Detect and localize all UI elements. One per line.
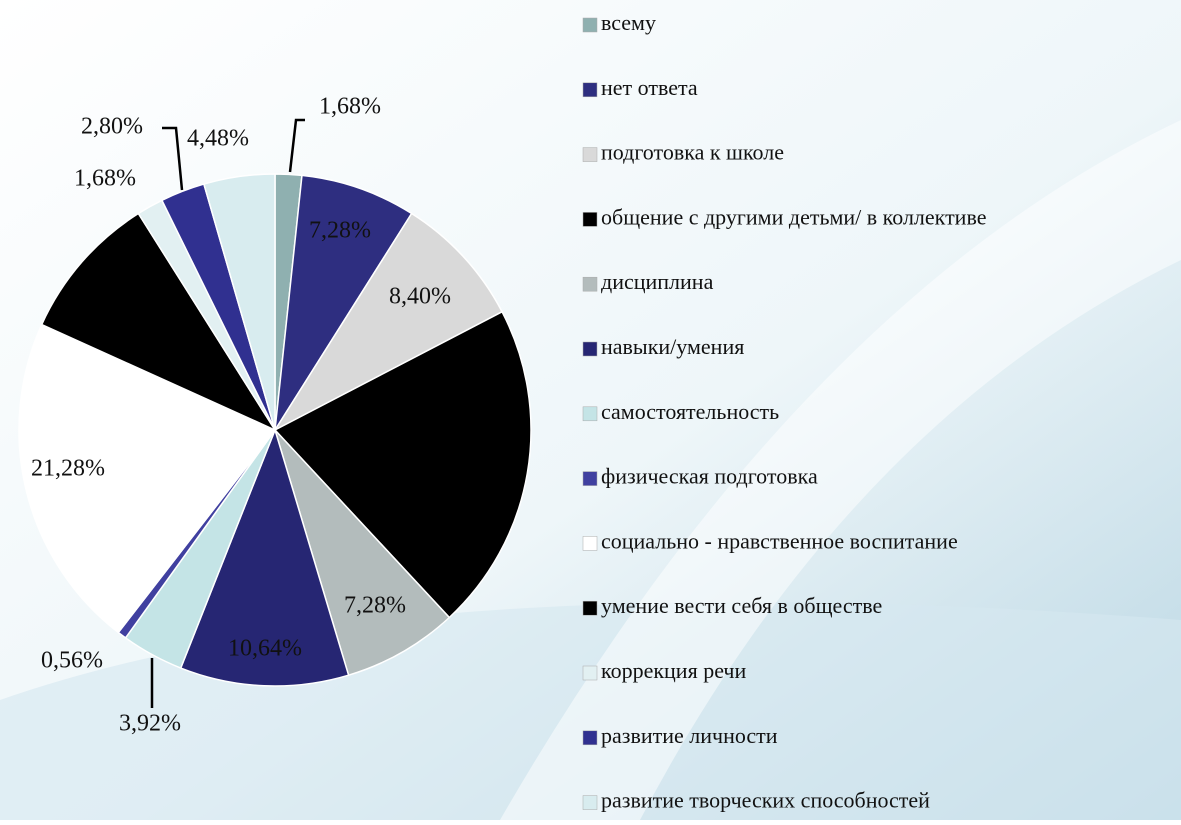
legend-swatch <box>582 82 598 98</box>
pie-slice <box>40 212 277 432</box>
pie-slice <box>272 212 504 432</box>
pie-slice <box>179 427 350 687</box>
legend-label: развитие личности <box>601 723 778 748</box>
legend-swatch <box>582 17 598 33</box>
legend-swatch <box>582 665 598 681</box>
legend-swatch <box>582 147 598 162</box>
legend-label: физическая подготовка <box>601 464 818 489</box>
background-swoosh <box>500 120 1181 820</box>
legend-label: подготовка к школе <box>601 140 784 165</box>
pie-slice <box>273 310 532 619</box>
legend-swatch <box>582 212 598 227</box>
data-label: 0,56% <box>41 648 103 674</box>
legend-swatch <box>582 341 598 357</box>
data-label: 3,92% <box>119 711 181 737</box>
data-label: 1,68% <box>74 166 136 192</box>
legend-swatch <box>582 795 598 810</box>
legend-swatch <box>582 600 598 616</box>
legend-label: дисциплина <box>601 269 714 294</box>
data-label: 4,48% <box>187 126 249 152</box>
data-label: 21,28% <box>31 456 105 482</box>
legend-swatch <box>582 276 598 292</box>
legend-label: навыки/умения <box>601 334 744 359</box>
legend-label: коррекция речи <box>601 658 746 683</box>
data-label: 1,68% <box>319 94 381 120</box>
pie-slice <box>274 174 413 431</box>
data-label: 7,28% <box>344 593 406 619</box>
leader-line <box>162 126 184 191</box>
legend-swatch <box>582 536 598 551</box>
legend-label: нет ответа <box>601 75 698 100</box>
legend-swatch <box>582 406 598 422</box>
legend-swatch <box>582 730 598 746</box>
legend-label: развитие творческих способностей <box>601 788 930 813</box>
legend-label: общение с другими детьми/ в коллективе <box>601 204 986 229</box>
legend-label: умение вести себя в обществе <box>601 593 882 618</box>
data-label: 10,64% <box>228 636 302 662</box>
leader-line <box>288 118 305 173</box>
pie-slice <box>274 429 451 677</box>
data-label: 7,28% <box>309 218 371 244</box>
legend-label: самостоятельность <box>601 399 779 424</box>
data-label: 8,40% <box>389 284 451 310</box>
legend-swatch <box>582 471 598 486</box>
legend-label: всему <box>601 10 656 35</box>
legend-label: социально - нравственное воспитание <box>601 528 958 553</box>
pie-slice <box>202 173 276 431</box>
data-label: 2,80% <box>81 114 143 140</box>
